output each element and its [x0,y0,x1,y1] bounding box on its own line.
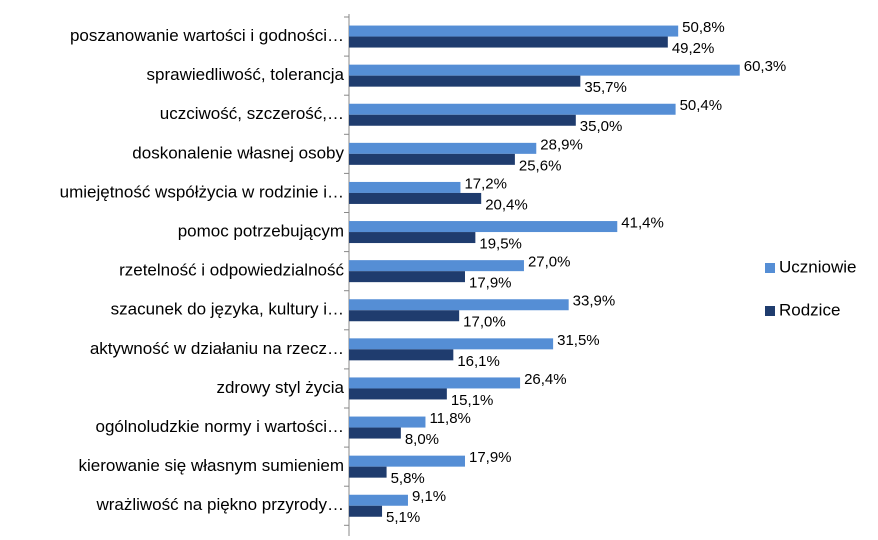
category-label: wrażliwość na piękno przyrody… [95,495,344,514]
legend-label: Rodzice [779,300,840,319]
bar [349,388,447,400]
category-label: umiejętność współżycia w rodzinie i… [60,182,344,201]
value-label: 17,2% [464,175,507,192]
value-label: 5,8% [391,470,425,487]
value-label: 33,9% [573,293,616,310]
bar [349,75,581,87]
bar [349,142,537,154]
value-label: 17,9% [469,449,512,466]
bar [349,192,482,204]
bar [349,416,426,428]
value-label: 20,4% [485,196,528,213]
bar [349,103,676,115]
value-label: 25,6% [519,157,562,174]
value-label: 35,7% [584,79,627,96]
value-label: 5,1% [386,509,420,526]
legend-label: Uczniowie [779,257,856,276]
category-label: uczciwość, szczerość,… [160,104,344,123]
bar [349,377,521,389]
bar [349,153,515,165]
bar [349,64,740,76]
bar [349,260,524,272]
bar [349,36,668,48]
category-label: zdrowy styl życia [216,378,344,397]
value-label: 15,1% [451,392,494,409]
category-label: poszanowanie wartości i godności… [70,26,344,45]
value-label: 49,2% [672,40,715,57]
bar [349,25,679,37]
value-label: 9,1% [412,488,446,505]
value-label: 8,0% [405,431,439,448]
category-label: aktywność w działaniu na rzecz… [90,339,344,358]
bar [349,114,576,126]
bar [349,299,569,311]
value-label: 26,4% [524,371,567,388]
bar [349,427,401,439]
value-label: 50,4% [680,97,723,114]
category-label: rzetelność i odpowiedzialność [119,261,344,280]
bar [349,466,387,478]
value-label: 50,8% [682,19,725,36]
category-label: doskonalenie własnej osoby [132,143,344,162]
value-label: 11,8% [429,410,470,427]
bar [349,232,476,244]
category-label: ogólnoludzkie normy i wartości… [96,417,345,436]
bar [349,494,408,506]
value-label: 31,5% [557,332,600,349]
category-label: pomoc potrzebującym [178,222,344,241]
category-label: sprawiedliwość, tolerancja [147,65,345,84]
value-label: 60,3% [744,58,787,75]
bar [349,455,465,467]
bar [349,338,554,350]
value-label: 17,9% [469,275,512,292]
category-label: kierowanie się własnym sumieniem [79,456,344,475]
value-label: 28,9% [540,136,583,153]
value-label: 17,0% [463,314,506,331]
legend-swatch [765,306,775,316]
bar [349,221,618,233]
value-label: 19,5% [479,236,522,253]
bar [349,349,454,361]
bar [349,310,460,322]
value-label: 27,0% [528,254,571,271]
legend-swatch [765,263,775,273]
bar [349,271,465,283]
value-label: 16,1% [457,353,500,370]
bar [349,181,461,193]
category-label: szacunek do języka, kultury i… [111,300,344,319]
value-label: 35,0% [580,118,623,135]
bar [349,505,383,517]
value-label: 41,4% [621,215,664,232]
